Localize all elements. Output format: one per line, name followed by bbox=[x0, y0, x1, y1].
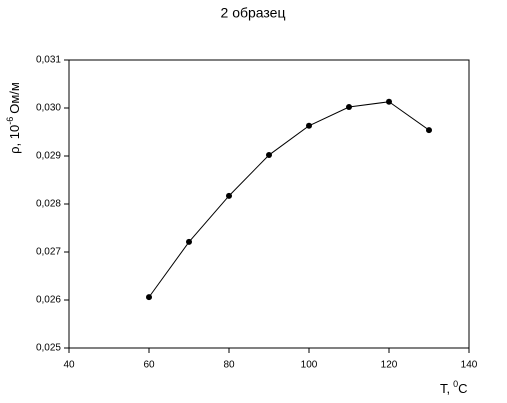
data-point bbox=[226, 192, 232, 199]
y-tick-label: 0,030 bbox=[36, 103, 61, 114]
plot-frame bbox=[68, 59, 470, 349]
y-tick-label: 0,027 bbox=[36, 247, 61, 258]
y-label-text: ρ, 10 bbox=[7, 125, 22, 154]
y-tick-label: 0,028 bbox=[36, 199, 61, 210]
y-label-sup: -6 bbox=[5, 117, 15, 125]
y-axis-label: ρ, 10-6 Ом/м bbox=[5, 82, 22, 154]
data-point bbox=[266, 152, 272, 159]
y-tick-label: 0,026 bbox=[36, 295, 61, 306]
x-axis-label: T, 0C bbox=[440, 379, 468, 396]
x-label-unit: C bbox=[458, 381, 467, 396]
data-point bbox=[186, 238, 192, 245]
chart-title: 2 образец bbox=[221, 5, 286, 21]
x-tick-label: 120 bbox=[381, 360, 398, 371]
data-point bbox=[426, 127, 432, 134]
x-label-text: T, bbox=[440, 381, 450, 396]
data-point bbox=[386, 98, 392, 105]
x-tick-label: 60 bbox=[143, 360, 155, 371]
x-tick-label: 140 bbox=[461, 360, 478, 371]
data-point bbox=[346, 104, 352, 111]
y-label-unit: Ом/м bbox=[7, 82, 22, 114]
x-tick-label: 80 bbox=[223, 360, 235, 371]
data-line bbox=[148, 101, 430, 298]
data-point bbox=[146, 294, 152, 301]
x-tick-label: 100 bbox=[301, 360, 318, 371]
x-label-sup: 0 bbox=[453, 379, 458, 389]
data-point bbox=[306, 122, 312, 129]
y-tick-label: 0,031 bbox=[36, 55, 61, 66]
y-tick-label: 0,025 bbox=[36, 343, 61, 354]
y-tick-label: 0,029 bbox=[36, 151, 61, 162]
x-tick-label: 40 bbox=[63, 360, 75, 371]
